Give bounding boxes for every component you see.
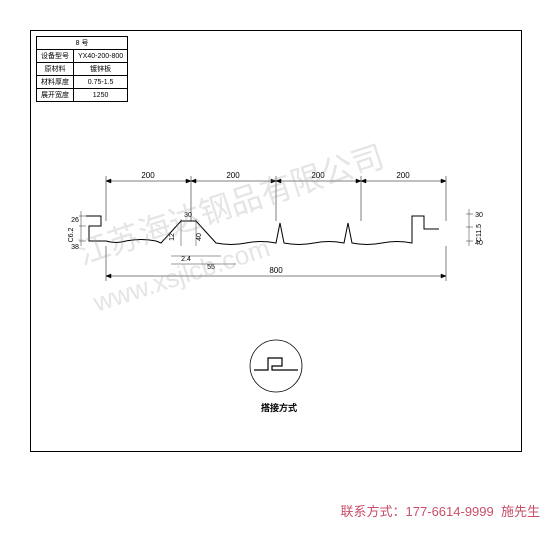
contact-phone: 177-6614-9999 — [406, 504, 494, 519]
svg-text:55: 55 — [207, 264, 215, 271]
joint-detail — [246, 336, 306, 396]
contact-info: 联系方式：177-6614-9999 施先生 — [341, 501, 540, 520]
spec-header: 8 号 — [37, 37, 128, 50]
table-row: 设备型号YX40-200-800 — [37, 50, 128, 63]
svg-text:40: 40 — [196, 233, 203, 241]
contact-label: 联系方式： — [341, 504, 406, 519]
table-row: 原材料镀锌板 — [37, 63, 128, 76]
svg-text:12: 12 — [169, 233, 176, 241]
svg-text:38: 38 — [71, 244, 79, 251]
svg-text:2.4: 2.4 — [181, 256, 191, 263]
svg-text:C6.2: C6.2 — [68, 228, 75, 243]
spec-table: 8 号 设备型号YX40-200-800 原材料镀锌板 材料厚度0.75-1.5… — [36, 36, 128, 102]
svg-text:26: 26 — [71, 217, 79, 224]
svg-text:800: 800 — [269, 266, 283, 275]
svg-text:200: 200 — [226, 171, 240, 180]
detail-caption: 搭接方式 — [261, 401, 297, 414]
svg-text:30: 30 — [475, 212, 483, 219]
svg-text:40: 40 — [475, 240, 483, 247]
drawing-frame: 8 号 设备型号YX40-200-800 原材料镀锌板 材料厚度0.75-1.5… — [30, 30, 522, 452]
table-row: 材料厚度0.75-1.5 — [37, 76, 128, 89]
svg-text:200: 200 — [396, 171, 410, 180]
svg-text:200: 200 — [311, 171, 325, 180]
svg-text:200: 200 — [141, 171, 155, 180]
table-row: 展开宽度1250 — [37, 89, 128, 102]
svg-text:30: 30 — [184, 212, 192, 219]
contact-name: 施先生 — [501, 504, 540, 519]
profile-drawing: 200 200 200 200 26 C6.2 38 30 C11.5 40 — [61, 161, 491, 301]
